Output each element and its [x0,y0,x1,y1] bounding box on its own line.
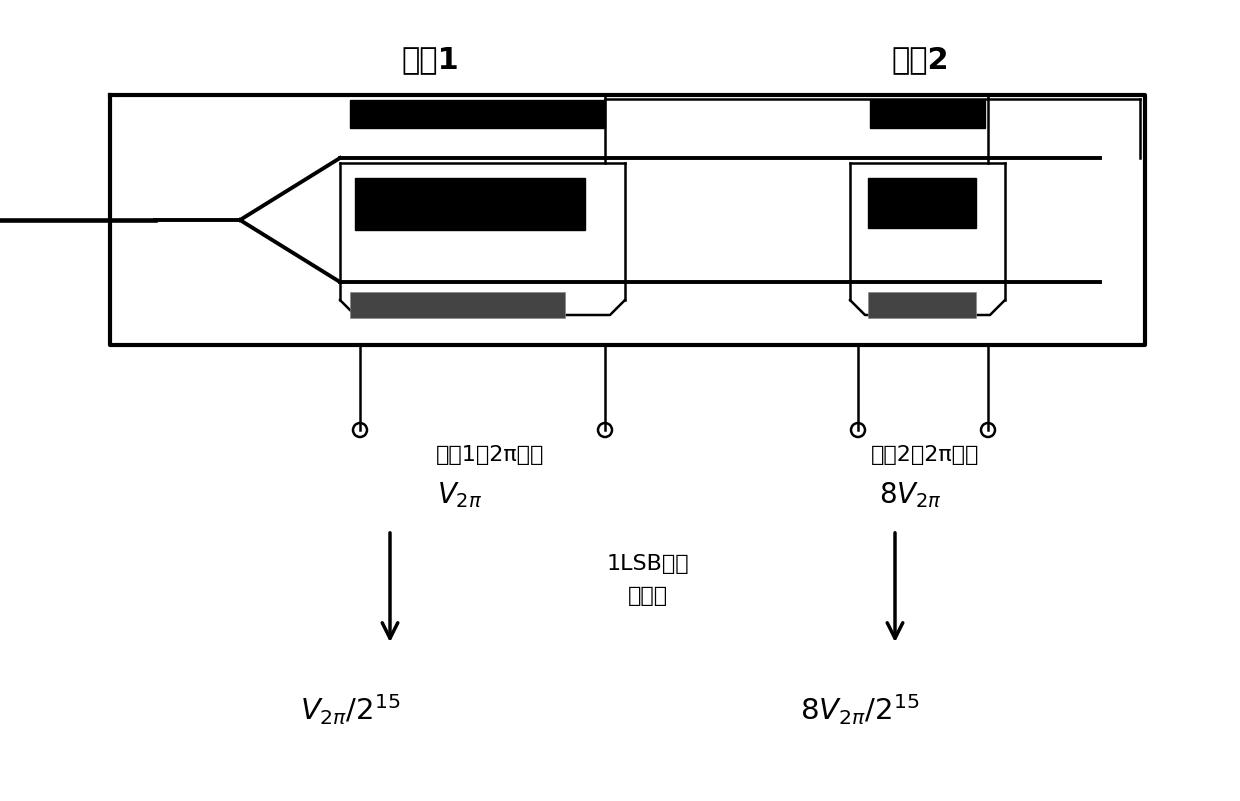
Text: 电极1: 电极1 [401,46,459,74]
Bar [870,100,985,128]
Text: $8V_{2\pi}/2^{15}$: $8V_{2\pi}/2^{15}$ [800,693,920,727]
Bar [355,178,585,230]
Bar [350,292,565,318]
Text: 电极2: 电极2 [892,46,949,74]
Text: $V_{2\pi}/2^{15}$: $V_{2\pi}/2^{15}$ [300,693,401,727]
Bar [868,178,976,228]
Text: $8V_{2\pi}$: $8V_{2\pi}$ [878,480,941,510]
Bar [868,292,976,318]
Bar [350,100,605,128]
Text: 电极1的2π电压: 电极1的2π电压 [435,445,544,465]
Text: 电极2的2π电压: 电极2的2π电压 [870,445,980,465]
Text: $V_{2\pi}$: $V_{2\pi}$ [438,480,482,510]
Text: 1LSB所对
应电压: 1LSB所对 应电压 [606,553,689,606]
